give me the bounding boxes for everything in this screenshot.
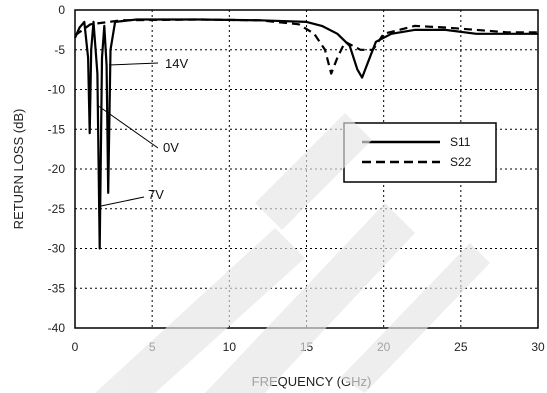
series-line-s22 [74, 18, 538, 75]
x-tick-label: 10 [223, 340, 237, 354]
annotation-leader [108, 62, 159, 66]
y-tick-label: -15 [48, 122, 66, 136]
x-tick-label: 25 [454, 340, 468, 354]
y-tick-label: -20 [48, 162, 66, 176]
annotation-leader [100, 196, 145, 207]
y-tick-label: 0 [58, 3, 65, 17]
y-tick-label: -25 [48, 202, 66, 216]
y-tick-label: -10 [48, 83, 66, 97]
legend: S11 S22 [343, 122, 497, 183]
y-ticks: 0 -5 -10 -15 -20 -25 -30 -35 -40 [48, 3, 66, 335]
annotation-label: 0V [163, 140, 179, 155]
y-tick-label: -35 [48, 281, 66, 295]
y-axis-label: RETURN LOSS (dB) [11, 109, 26, 230]
annotation-label: 7V [148, 187, 164, 202]
series-lines [73, 18, 538, 250]
x-tick-label: 30 [531, 340, 545, 354]
legend-label-s11: S11 [450, 135, 471, 149]
annotation-label: 14V [165, 56, 188, 71]
annotations: 14V 0V 7V [96, 56, 188, 207]
watermark [95, 113, 490, 393]
x-tick-label: 0 [72, 340, 79, 354]
y-tick-label: -5 [54, 43, 65, 57]
annotation-leader [96, 104, 159, 149]
legend-label-s22: S22 [450, 155, 472, 169]
y-tick-label: -30 [48, 242, 66, 256]
legend-box [343, 122, 497, 183]
y-tick-label: -40 [48, 321, 66, 335]
